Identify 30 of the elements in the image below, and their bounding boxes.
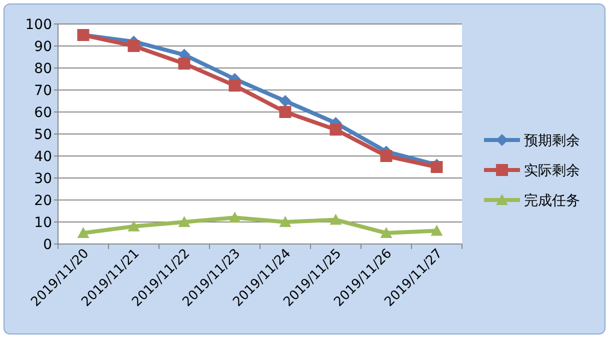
y-tick-label: 40 [34, 149, 52, 165]
y-tick-label: 30 [34, 171, 52, 187]
point [330, 124, 342, 136]
point [228, 212, 241, 223]
point [430, 224, 443, 236]
point [77, 227, 90, 238]
y-tick-label: 100 [25, 17, 52, 33]
y-tick-label: 10 [34, 215, 52, 231]
point [128, 40, 140, 52]
point [128, 220, 140, 232]
legend-label: 预期剩余 [524, 133, 580, 149]
y-tick-label: 90 [34, 39, 52, 55]
point [380, 227, 392, 238]
point [330, 214, 342, 225]
point [430, 161, 443, 173]
y-tick-label: 50 [34, 127, 52, 143]
y-tick-label: 60 [34, 105, 52, 121]
y-tick-label: 0 [43, 237, 52, 253]
point [380, 150, 392, 162]
point [178, 58, 190, 70]
legend-label: 完成任务 [524, 193, 580, 209]
point [228, 80, 241, 92]
point [279, 106, 292, 118]
point [178, 216, 190, 227]
point [279, 95, 292, 107]
y-tick-label: 70 [34, 83, 52, 99]
point [279, 216, 292, 227]
y-tick-label: 80 [34, 61, 52, 77]
legend-label: 实际剩余 [524, 163, 580, 179]
y-tick-label: 20 [34, 193, 52, 209]
